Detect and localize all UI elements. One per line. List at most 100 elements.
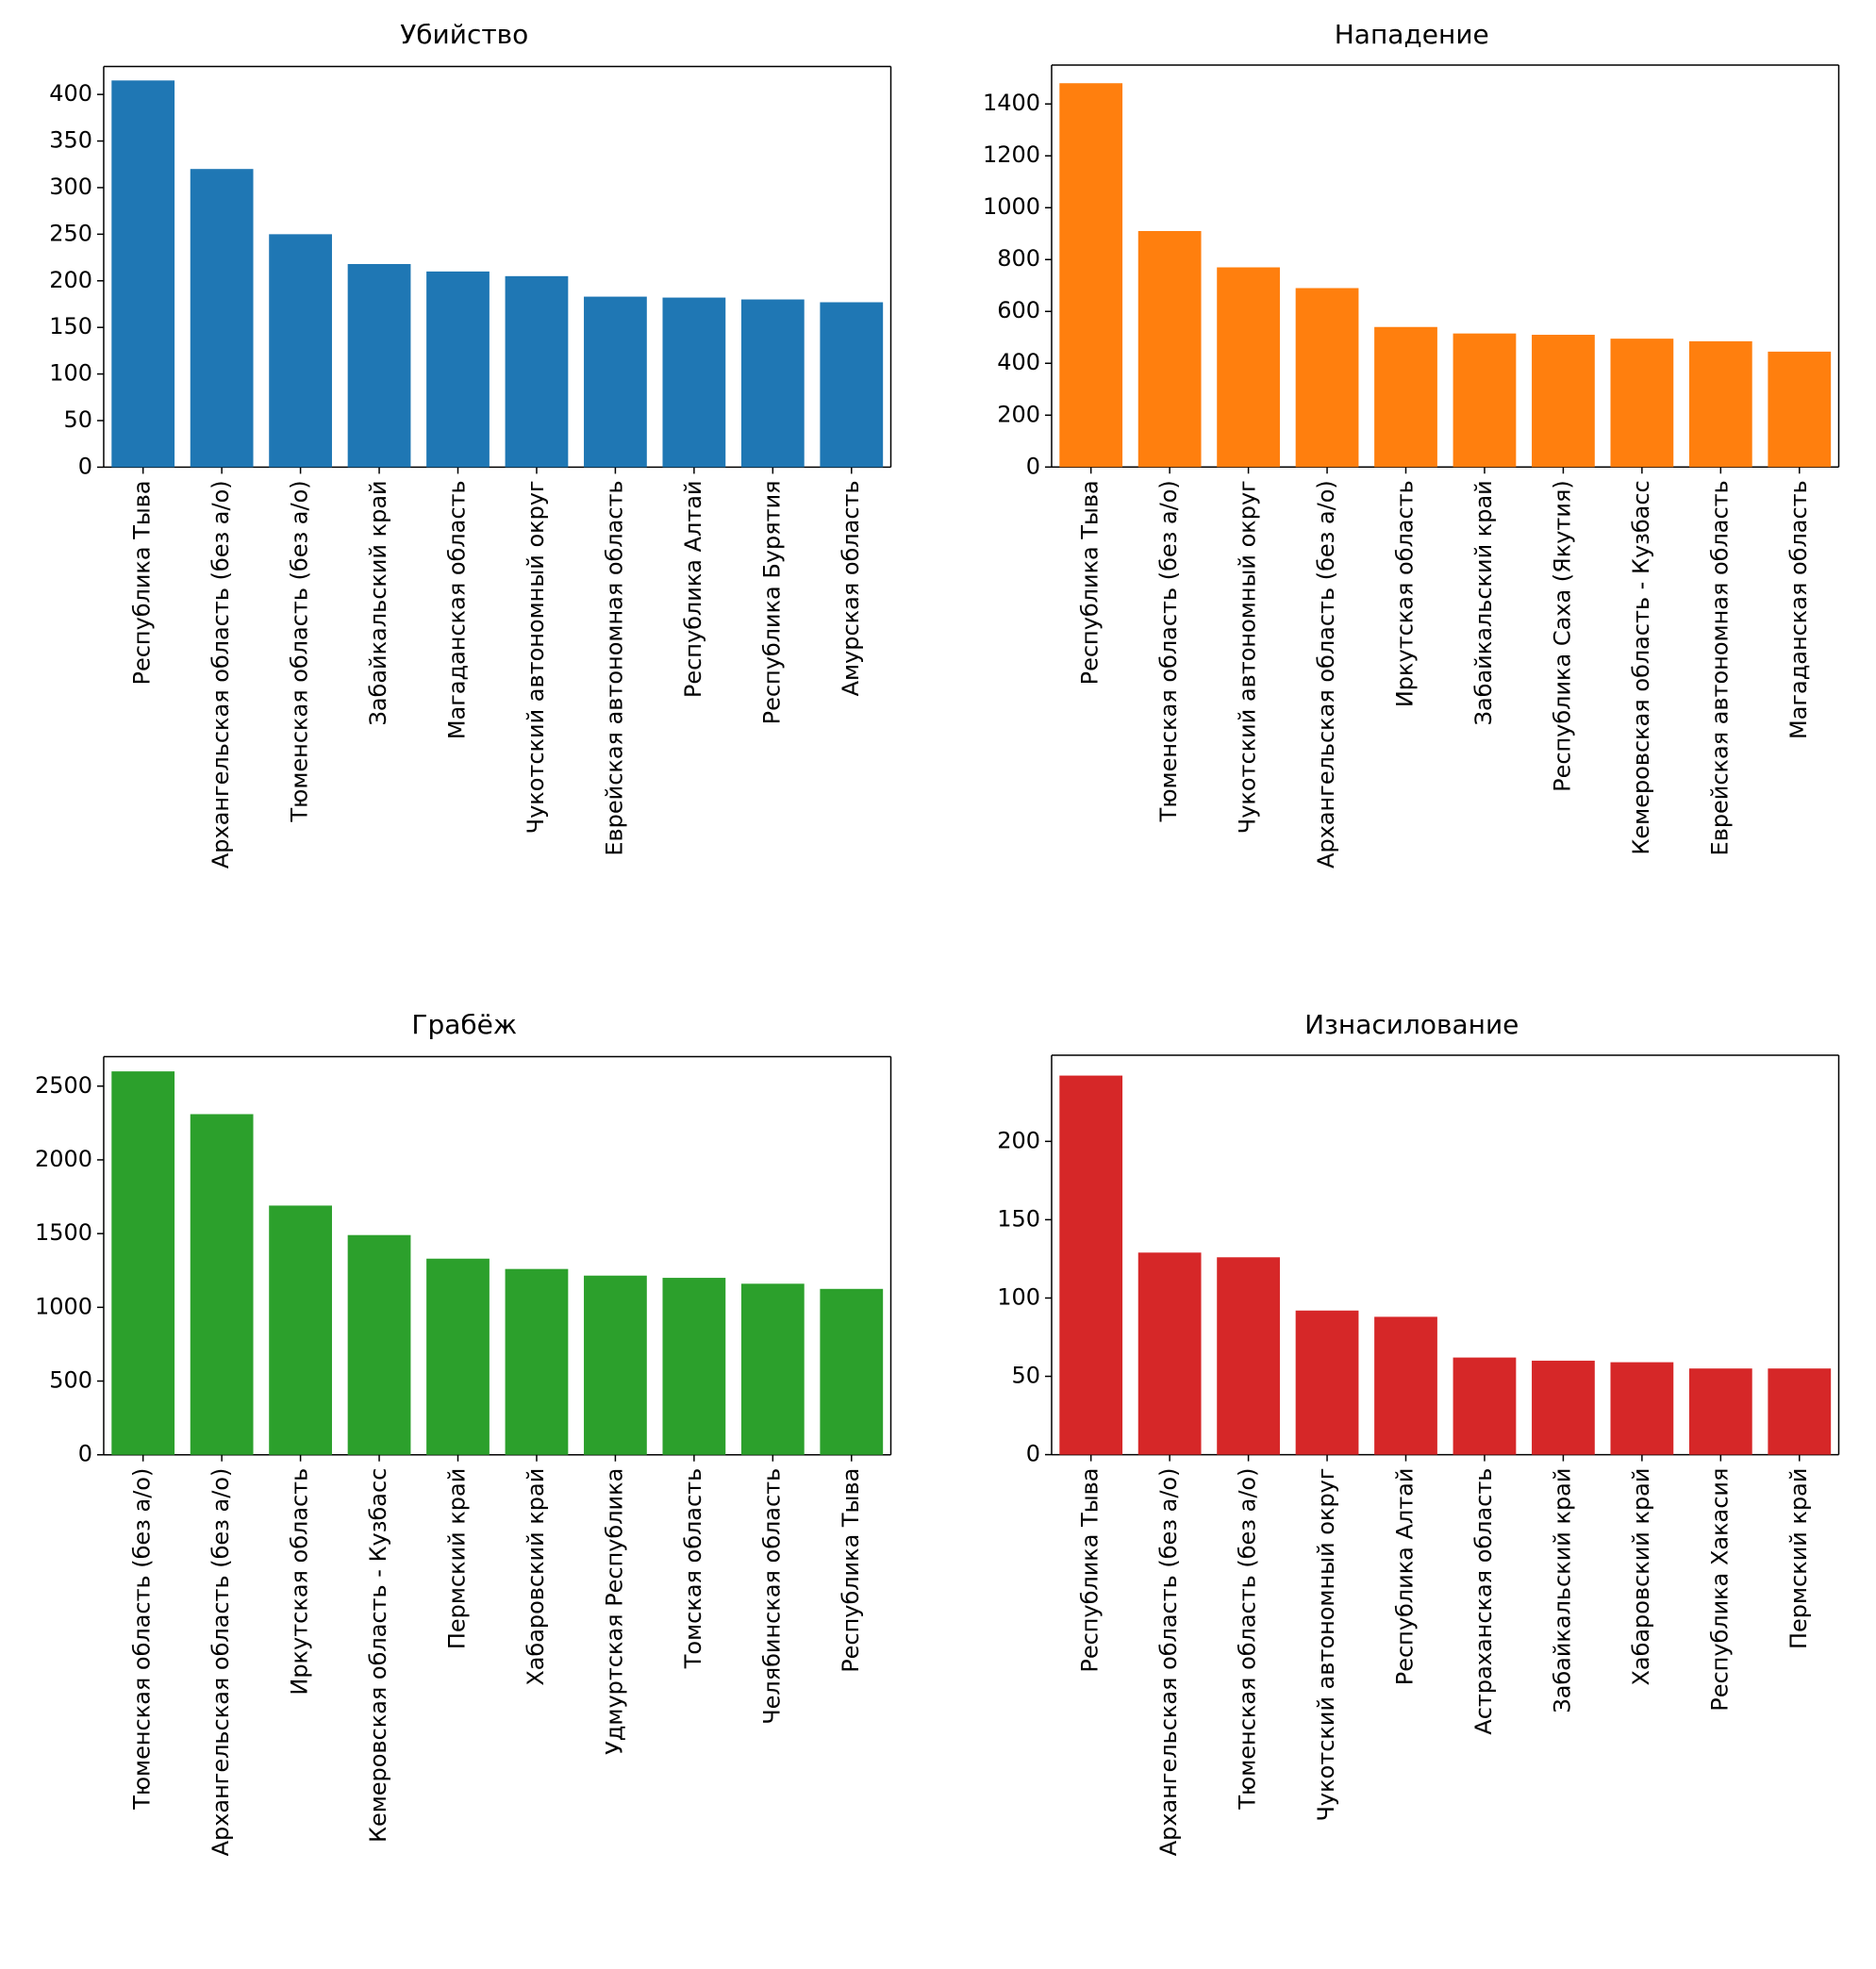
bar — [1768, 352, 1831, 467]
bar — [1059, 1076, 1122, 1455]
svg-text:200: 200 — [997, 401, 1040, 427]
svg-text:Республика Тыва: Республика Тыва — [129, 480, 156, 685]
svg-text:Тюменская область (без а/о): Тюменская область (без а/о) — [287, 480, 313, 822]
bar — [1453, 334, 1516, 468]
svg-text:Республика Алтай: Республика Алтай — [680, 480, 706, 698]
bar — [820, 1289, 883, 1455]
panel-rape: Изнасилование 050100150200Республика Тыв… — [967, 1009, 1858, 1956]
svg-text:2000: 2000 — [35, 1146, 92, 1172]
svg-text:Забайкальский край: Забайкальский край — [1549, 1468, 1575, 1713]
svg-text:Еврейская автономная область: Еврейская автономная область — [1706, 480, 1733, 855]
svg-text:350: 350 — [49, 127, 92, 154]
title-robbery: Грабёж — [19, 1009, 910, 1040]
svg-text:Магаданская область: Магаданская область — [444, 480, 471, 739]
svg-text:100: 100 — [49, 360, 92, 387]
svg-text:Магаданская область: Магаданская область — [1785, 480, 1811, 739]
svg-text:1400: 1400 — [982, 90, 1039, 116]
svg-text:Республика Тыва: Республика Тыва — [1076, 480, 1103, 685]
svg-text:Еврейская автономная область: Еврейская автономная область — [601, 480, 627, 855]
svg-text:Республика Бурятия: Республика Бурятия — [758, 480, 785, 724]
svg-text:Пермский край: Пермский край — [444, 1468, 471, 1649]
svg-text:Республика Хакасия: Республика Хакасия — [1706, 1468, 1733, 1712]
bar — [741, 1284, 805, 1455]
svg-text:Тюменская область (без а/о): Тюменская область (без а/о) — [129, 1468, 156, 1811]
panel-robbery: Грабёж 05001000150020002500Тюменская обл… — [19, 1009, 910, 1956]
svg-text:1000: 1000 — [982, 193, 1039, 220]
svg-text:Тюменская область (без а/о): Тюменская область (без а/о) — [1155, 480, 1182, 822]
svg-text:Республика Тыва: Республика Тыва — [838, 1468, 864, 1673]
svg-text:1200: 1200 — [982, 141, 1039, 168]
svg-rape: 050100150200Республика ТываАрхангельская… — [967, 1044, 1858, 1956]
bar — [506, 276, 569, 468]
svg-text:Республика Тыва: Республика Тыва — [1076, 1468, 1103, 1673]
svg-text:Архангельская область (без а/о: Архангельская область (без а/о) — [1155, 1468, 1182, 1857]
svg-text:0: 0 — [1025, 453, 1039, 479]
svg-text:50: 50 — [63, 406, 92, 433]
svg-text:0: 0 — [78, 453, 92, 479]
svg-text:Хабаровский край: Хабаровский край — [1627, 1468, 1653, 1686]
bar — [1688, 1369, 1751, 1455]
svg-text:500: 500 — [49, 1367, 92, 1394]
panel-assault: Нападение 0200400600800100012001400Респу… — [967, 19, 1858, 971]
svg-text:Чукотский автономный округ: Чукотский автономный округ — [523, 480, 549, 834]
bar — [820, 303, 883, 468]
svg-text:0: 0 — [1025, 1441, 1039, 1467]
svg-text:Астраханская область: Астраханская область — [1469, 1468, 1496, 1735]
svg-murder: 050100150200250300350400Республика ТываА… — [19, 54, 910, 971]
svg-robbery: 05001000150020002500Тюменская область (б… — [19, 1044, 910, 1956]
svg-text:50: 50 — [1011, 1363, 1040, 1389]
bar — [1768, 1369, 1831, 1455]
svg-text:600: 600 — [997, 297, 1040, 323]
svg-text:1000: 1000 — [35, 1294, 92, 1320]
svg-text:150: 150 — [997, 1206, 1040, 1233]
svg-text:Томская область: Томская область — [680, 1468, 706, 1670]
bar — [1217, 1258, 1280, 1455]
bar — [426, 272, 490, 468]
bar — [584, 1276, 647, 1455]
bar — [1374, 1317, 1437, 1455]
svg-text:Кемеровская область - Кузбасс: Кемеровская область - Кузбасс — [1627, 480, 1653, 854]
svg-text:100: 100 — [997, 1284, 1040, 1311]
svg-text:Чукотский автономный округ: Чукотский автономный округ — [1234, 480, 1260, 834]
bar — [584, 297, 647, 468]
svg-text:Архангельская область (без а/о: Архангельская область (без а/о) — [1313, 480, 1339, 869]
bar — [1453, 1358, 1516, 1455]
svg-text:300: 300 — [49, 174, 92, 200]
bar — [1137, 1253, 1201, 1455]
bar — [348, 264, 411, 467]
svg-text:0: 0 — [78, 1441, 92, 1467]
bar — [1295, 289, 1358, 468]
svg-text:200: 200 — [49, 267, 92, 293]
bar — [111, 80, 174, 467]
svg-text:Кемеровская область - Кузбасс: Кемеровская область - Кузбасс — [365, 1468, 391, 1843]
svg-text:Чукотский автономный округ: Чукотский автономный округ — [1313, 1468, 1339, 1822]
chart-grid: Убийство 050100150200250300350400Республ… — [19, 19, 1857, 1950]
svg-text:400: 400 — [49, 80, 92, 107]
bar — [1532, 335, 1595, 467]
title-murder: Убийство — [19, 19, 910, 50]
bar — [1532, 1361, 1595, 1455]
bar — [506, 1269, 569, 1455]
bar — [269, 1206, 332, 1455]
bar — [741, 300, 805, 468]
svg-text:Республика Алтай: Республика Алтай — [1391, 1468, 1418, 1686]
bar — [269, 234, 332, 467]
bar — [426, 1259, 490, 1455]
svg-text:800: 800 — [997, 245, 1040, 272]
svg-text:Удмуртская Республика: Удмуртская Республика — [601, 1468, 627, 1755]
svg-text:Иркутская область: Иркутская область — [287, 1468, 313, 1696]
svg-text:Пермский край: Пермский край — [1785, 1468, 1811, 1649]
bar — [348, 1235, 411, 1455]
bar — [1059, 83, 1122, 467]
bar — [111, 1072, 174, 1456]
svg-text:400: 400 — [997, 349, 1040, 375]
svg-text:150: 150 — [49, 313, 92, 339]
svg-text:Республика Саха (Якутия): Республика Саха (Якутия) — [1549, 480, 1575, 792]
svg-text:Иркутская область: Иркутская область — [1391, 480, 1418, 707]
title-rape: Изнасилование — [967, 1009, 1858, 1040]
bar — [1610, 1363, 1673, 1455]
svg-text:Забайкальский край: Забайкальский край — [365, 480, 391, 725]
bar — [662, 1279, 725, 1456]
svg-text:Амурская область: Амурская область — [838, 480, 864, 696]
svg-text:Забайкальский край: Забайкальский край — [1469, 480, 1496, 725]
